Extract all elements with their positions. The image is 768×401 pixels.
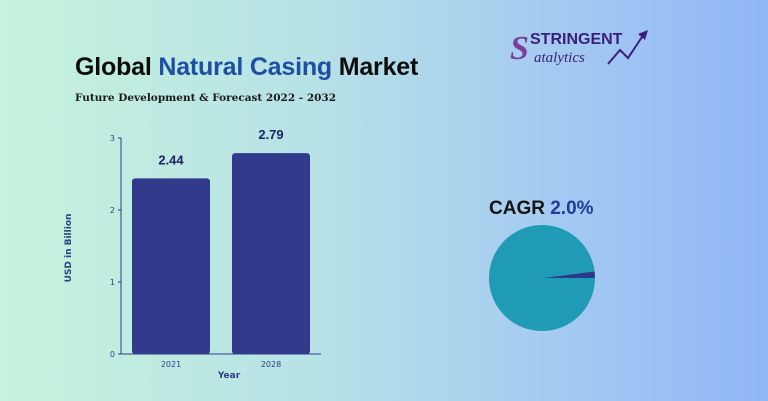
y-tick-label: 1	[110, 278, 115, 287]
chart-title: Global Natural Casing Market	[75, 53, 419, 81]
x-axis-title: Year	[217, 371, 241, 381]
chart-subtitle: Future Development & Forecast 2022 - 203…	[75, 92, 337, 104]
logo-arrowhead-icon	[638, 30, 648, 40]
logo-line2: atalytics	[534, 50, 585, 66]
x-tick-label: 2021	[161, 360, 181, 369]
y-tick-label: 0	[110, 350, 115, 359]
cagr-pie-chart	[489, 224, 595, 331]
cagr-label: CAGR 2.0%	[489, 198, 594, 219]
x-tick-label: 2028	[261, 360, 281, 369]
bar-data-label: 2.44	[158, 152, 184, 167]
bar-data-label: 2.79	[258, 127, 283, 142]
logo-initial: S	[510, 30, 529, 67]
bar	[132, 178, 210, 354]
y-tick-label: 3	[110, 134, 115, 143]
pie-slice-remainder	[489, 224, 595, 331]
bar	[232, 153, 310, 354]
logo-arrow-icon	[607, 33, 645, 65]
y-axis-title: USD in Billion	[64, 214, 74, 283]
logo-line1: STRINGENT	[530, 31, 623, 48]
y-tick-label: 2	[110, 206, 115, 215]
brand-logo: S STRINGENT atalytics	[510, 30, 648, 67]
pie-slice-cagr	[542, 271, 595, 278]
bar-chart: 0 1 2 3 2.44 2021 2.79 2028 Year USD in Billion	[64, 127, 321, 381]
